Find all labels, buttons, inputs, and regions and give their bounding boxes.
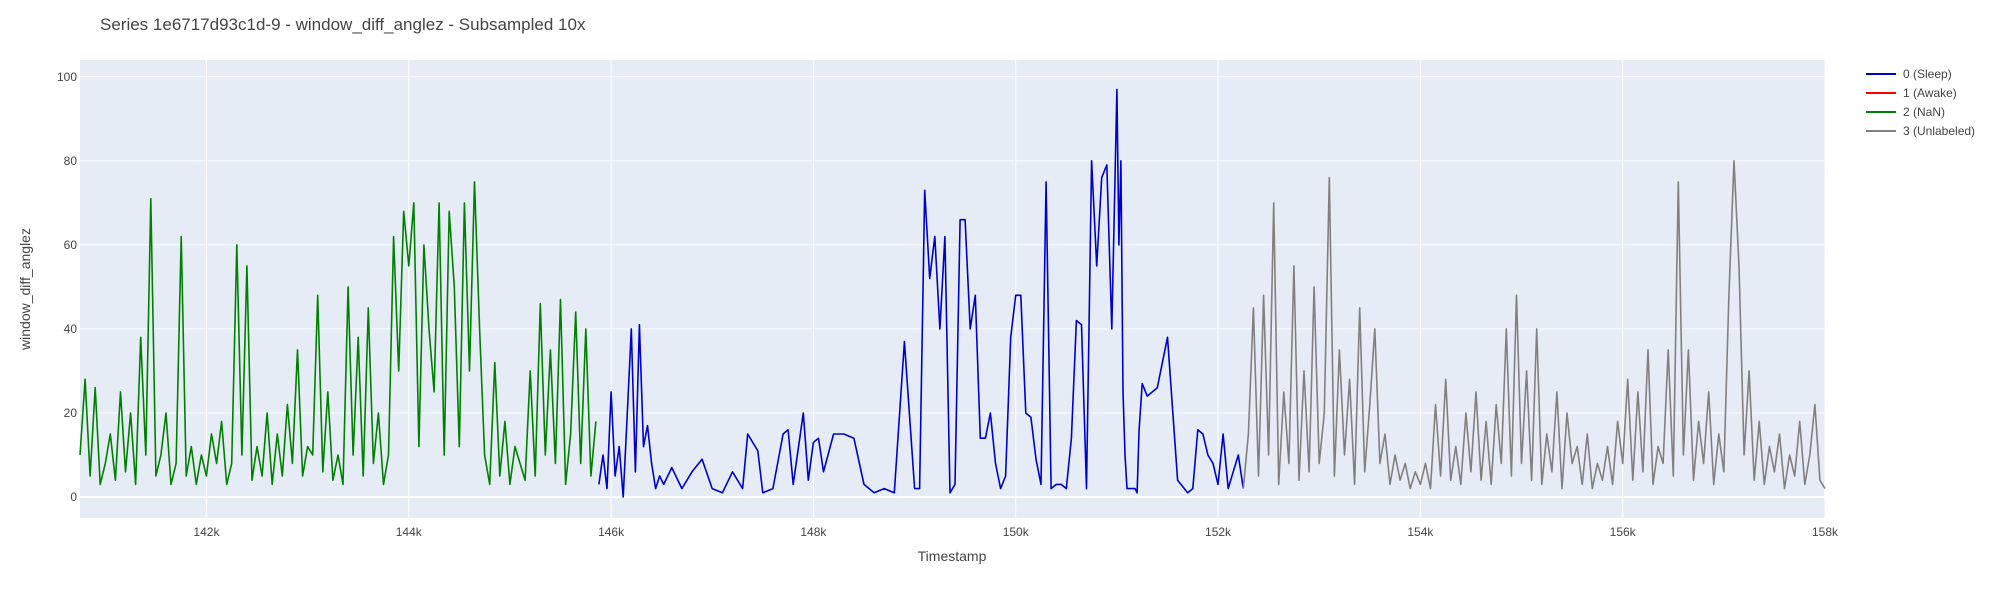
x-tick-label: 154k	[1407, 525, 1434, 539]
legend-item: 1 (Awake)	[1903, 86, 1957, 100]
y-tick-label: 20	[64, 406, 78, 420]
chart-title: Series 1e6717d93c1d-9 - window_diff_angl…	[100, 15, 586, 34]
y-tick-label: 80	[64, 154, 78, 168]
x-axis-title: Timestamp	[918, 548, 987, 564]
series-line-3	[1242, 160, 1826, 490]
x-tick-label: 144k	[396, 525, 423, 539]
series-line-0	[598, 88, 1245, 498]
y-axis-title: window_diff_anglez	[17, 228, 33, 351]
legend-item: 3 (Unlabeled)	[1903, 124, 1975, 138]
x-tick-label: 146k	[598, 525, 625, 539]
x-tick-label: 142k	[193, 525, 220, 539]
y-tick-label: 100	[57, 70, 77, 84]
y-tick-label: 0	[70, 490, 77, 504]
legend-item: 0 (Sleep)	[1903, 67, 1952, 81]
legend: 0 (Sleep) 1 (Awake) 2 (NaN) 3 (Unlabeled)	[1866, 67, 1975, 138]
axis-ticks: 142k 144k 146k 148k 150k 152k 154k 156k 158k 0 20 4…	[57, 70, 1839, 539]
legend-item: 2 (NaN)	[1903, 105, 1945, 119]
plot-area	[80, 60, 1825, 518]
series-line-2	[79, 181, 597, 486]
grid	[80, 60, 1826, 518]
y-tick-label: 60	[64, 238, 78, 252]
x-tick-label: 152k	[1205, 525, 1232, 539]
x-tick-label: 158k	[1812, 525, 1839, 539]
x-tick-label: 156k	[1610, 525, 1637, 539]
y-tick-label: 40	[64, 322, 78, 336]
x-tick-label: 150k	[1003, 525, 1030, 539]
series-layer	[79, 88, 1826, 498]
x-tick-label: 148k	[800, 525, 827, 539]
